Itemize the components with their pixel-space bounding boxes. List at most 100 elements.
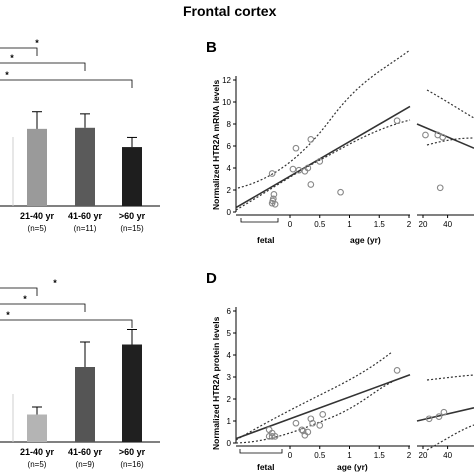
- significance-star: *: [6, 310, 10, 320]
- n-label: (n=5): [28, 224, 47, 233]
- x-tick-label: 1.5: [374, 451, 386, 460]
- data-point: [393, 117, 401, 125]
- y-tick-label: 12: [222, 76, 231, 85]
- panel-d-scatter: D Normalized HTR2A protein levels age (y…: [206, 270, 474, 472]
- data-point: [316, 422, 324, 429]
- y-tick-label: 8: [227, 120, 232, 129]
- y-tick-label: 6: [227, 142, 232, 151]
- confidence-band-upper: [237, 49, 411, 189]
- significance-bracket: [0, 303, 86, 312]
- bar: [27, 128, 47, 206]
- data-point: [435, 413, 443, 420]
- y-tick-label: 3: [227, 373, 232, 382]
- data-point: [422, 131, 429, 139]
- panel-c-bar-chart: 21-40 yr (n=5) 41-60 yr (n=9) >60 yr (n=16) * *…: [0, 278, 160, 469]
- significance-star: *: [10, 53, 14, 63]
- x-tick-label: 0.5: [314, 220, 326, 229]
- regression-line: [235, 105, 411, 209]
- data-point: [269, 197, 277, 205]
- category-label: >60 yr: [119, 447, 146, 457]
- n-label: (n=15): [120, 224, 144, 233]
- x-tick-label: 2: [407, 451, 412, 460]
- significance-bracket: [0, 62, 86, 71]
- panel-a-bar-chart: 21-40 yr (n=5) 41-60 yr (n=11) >60 yr (n=15) *…: [0, 38, 160, 233]
- data-point: [316, 158, 324, 165]
- category-label: 21-40 yr: [20, 211, 55, 221]
- data-point: [309, 419, 316, 427]
- data-point: [292, 419, 300, 427]
- significance-star: *: [53, 278, 57, 288]
- confidence-band-upper-right: [426, 89, 474, 119]
- n-label: (n=5): [28, 460, 47, 469]
- bar: [75, 127, 95, 206]
- confidence-band-lower-right: [426, 137, 474, 146]
- data-point: [304, 164, 312, 172]
- panel-b-xlabel: age (yr): [350, 235, 381, 245]
- x-tick-label: 0: [288, 451, 293, 460]
- confidence-band-upper: [235, 351, 393, 441]
- panel-b-fetal: fetal: [257, 235, 274, 245]
- n-label: (n=11): [74, 224, 97, 233]
- data-point: [268, 433, 276, 440]
- y-tick-label: 4: [227, 351, 232, 360]
- significance-star: *: [23, 294, 27, 304]
- significance-bracket: [0, 79, 133, 88]
- y-tick-label: 2: [227, 395, 232, 404]
- x-tick-label: 40: [443, 220, 452, 229]
- y-tick-label: 5: [227, 329, 232, 338]
- significance-star: *: [5, 70, 9, 80]
- confidence-band-upper-right: [426, 374, 474, 381]
- x-tick-label: 20: [419, 220, 428, 229]
- data-point: [304, 428, 312, 436]
- x-tick-label: 40: [443, 451, 452, 460]
- data-point: [265, 433, 273, 440]
- significance-bracket: [0, 287, 38, 296]
- data-point: [307, 181, 315, 188]
- confidence-band-lower: [235, 381, 393, 444]
- data-point: [289, 165, 297, 173]
- x-tick-label: 2: [407, 220, 412, 229]
- x-tick-label: 1: [347, 451, 352, 460]
- category-label: >60 yr: [119, 211, 146, 221]
- panel-b-ylabel: Normalized HTR2A mRNA levels: [211, 80, 221, 210]
- y-tick-label: 1: [227, 417, 232, 426]
- significance-bracket: [0, 319, 133, 328]
- bar: [75, 367, 95, 442]
- data-point: [307, 136, 315, 143]
- category-label: 41-60 yr: [68, 211, 103, 221]
- bar: [27, 414, 47, 442]
- panel-b-letter: B: [206, 39, 217, 56]
- data-point: [292, 144, 300, 152]
- data-point: [270, 191, 278, 198]
- figure-title: Frontal cortex: [183, 3, 277, 19]
- n-label: (n=9): [76, 460, 95, 469]
- x-tick-label: 0: [288, 220, 293, 229]
- x-tick-label: 1.5: [374, 220, 386, 229]
- panel-d-xlabel: age (yr): [337, 462, 368, 472]
- fetal-bracket: [239, 449, 283, 454]
- data-point: [425, 415, 433, 423]
- significance-bracket: [0, 47, 38, 56]
- y-tick-label: 0: [227, 208, 232, 217]
- data-point: [319, 411, 327, 418]
- data-point: [439, 133, 447, 141]
- significance-star: *: [35, 38, 39, 48]
- data-point: [393, 367, 401, 374]
- confidence-band-lower: [235, 119, 411, 211]
- data-point: [268, 170, 276, 177]
- bar: [122, 344, 142, 442]
- panel-d-ylabel: Normalized HTR2A protein levels: [211, 316, 221, 450]
- panel-d-fetal: fetal: [257, 462, 274, 472]
- panel-d-letter: D: [206, 270, 217, 287]
- y-tick-label: 2: [227, 186, 232, 195]
- x-tick-label: 20: [419, 451, 428, 460]
- confidence-band-lower-right: [426, 424, 474, 451]
- data-point: [440, 408, 448, 416]
- data-point: [337, 188, 344, 196]
- y-tick-label: 4: [227, 164, 232, 173]
- x-tick-label: 1: [347, 220, 352, 229]
- y-tick-label: 6: [227, 307, 232, 316]
- data-point: [436, 184, 444, 192]
- n-label: (n=16): [120, 460, 144, 469]
